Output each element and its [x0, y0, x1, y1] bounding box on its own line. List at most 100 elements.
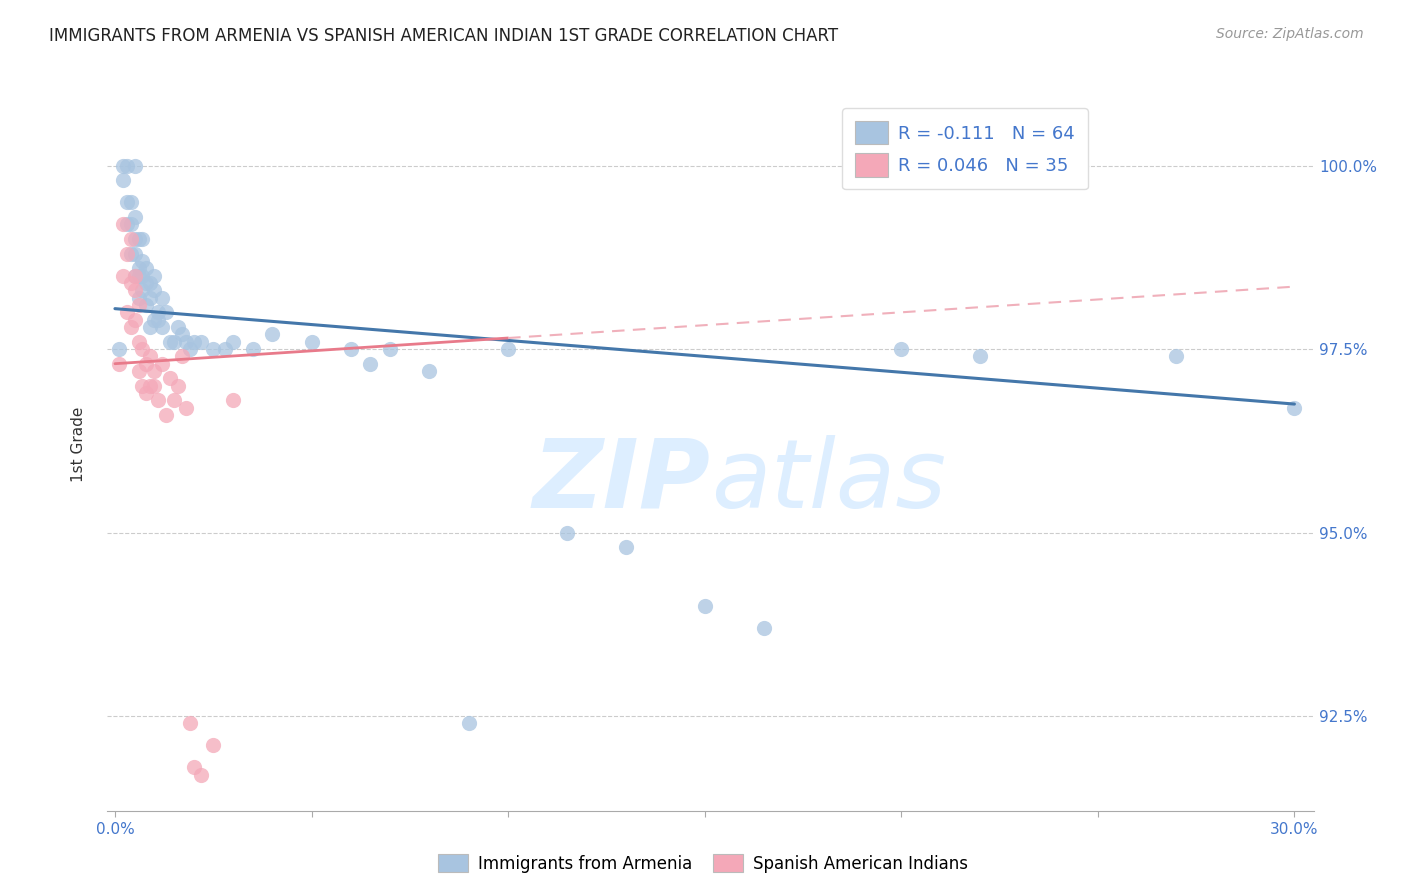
Point: [131, 283, 153, 297]
Point: [131, 342, 153, 356]
Point: [170, 350, 193, 364]
Point: [159, 334, 181, 349]
Point: [115, 217, 138, 231]
Point: [124, 246, 146, 260]
Point: [120, 232, 142, 246]
Point: [111, 159, 134, 173]
Point: [222, 334, 245, 349]
Point: [135, 261, 157, 276]
Point: [131, 268, 153, 283]
Point: [183, 334, 205, 349]
Point: [108, 342, 131, 356]
Point: [143, 364, 166, 378]
Point: [969, 350, 991, 364]
Point: [378, 342, 401, 356]
Point: [128, 334, 150, 349]
Text: atlas: atlas: [710, 434, 946, 528]
Point: [124, 283, 146, 297]
Point: [222, 393, 245, 408]
Point: [163, 334, 186, 349]
Point: [120, 320, 142, 334]
Point: [155, 408, 177, 422]
Point: [496, 342, 519, 356]
Point: [890, 342, 912, 356]
Point: [693, 599, 716, 613]
Point: [120, 246, 142, 260]
Point: [148, 312, 170, 326]
Point: [131, 254, 153, 268]
Point: [131, 378, 153, 392]
Point: [120, 276, 142, 290]
Text: Source: ZipAtlas.com: Source: ZipAtlas.com: [1216, 27, 1364, 41]
Point: [418, 364, 440, 378]
Point: [115, 246, 138, 260]
Point: [139, 378, 162, 392]
Point: [202, 342, 225, 356]
Point: [115, 305, 138, 319]
Point: [143, 312, 166, 326]
Legend: R = -0.111   N = 64, R = 0.046   N = 35: R = -0.111 N = 64, R = 0.046 N = 35: [842, 109, 1088, 189]
Point: [120, 195, 142, 210]
Point: [124, 268, 146, 283]
Point: [457, 716, 479, 731]
Point: [139, 320, 162, 334]
Text: IMMIGRANTS FROM ARMENIA VS SPANISH AMERICAN INDIAN 1ST GRADE CORRELATION CHART: IMMIGRANTS FROM ARMENIA VS SPANISH AMERI…: [49, 27, 838, 45]
Point: [262, 327, 284, 342]
Point: [135, 357, 157, 371]
Point: [135, 276, 157, 290]
Point: [111, 173, 134, 187]
Point: [163, 393, 186, 408]
Point: [131, 232, 153, 246]
Point: [242, 342, 264, 356]
Point: [360, 357, 382, 371]
Point: [135, 386, 157, 401]
Point: [124, 159, 146, 173]
Point: [155, 305, 177, 319]
Point: [202, 739, 225, 753]
Point: [143, 378, 166, 392]
Point: [150, 357, 173, 371]
Point: [143, 268, 166, 283]
Point: [174, 401, 197, 415]
Point: [148, 305, 170, 319]
Point: [1284, 401, 1306, 415]
Point: [166, 320, 188, 334]
Point: [139, 276, 162, 290]
Point: [128, 364, 150, 378]
Text: ZIP: ZIP: [533, 434, 710, 528]
Point: [170, 327, 193, 342]
Point: [120, 217, 142, 231]
Legend: Immigrants from Armenia, Spanish American Indians: Immigrants from Armenia, Spanish America…: [432, 847, 974, 880]
Point: [174, 334, 197, 349]
Point: [128, 291, 150, 305]
Point: [1166, 350, 1188, 364]
Point: [128, 298, 150, 312]
Point: [148, 393, 170, 408]
Point: [555, 525, 578, 540]
Point: [179, 342, 201, 356]
Point: [214, 342, 236, 356]
Point: [190, 768, 212, 782]
Point: [143, 283, 166, 297]
Point: [124, 268, 146, 283]
Point: [128, 268, 150, 283]
Point: [179, 716, 201, 731]
Point: [128, 261, 150, 276]
Point: [108, 357, 131, 371]
Point: [115, 195, 138, 210]
Point: [752, 621, 775, 635]
Point: [139, 350, 162, 364]
Point: [150, 320, 173, 334]
Point: [124, 312, 146, 326]
Point: [115, 159, 138, 173]
Point: [614, 540, 637, 554]
Point: [183, 760, 205, 774]
Point: [159, 371, 181, 385]
Point: [139, 291, 162, 305]
Point: [190, 334, 212, 349]
Point: [150, 291, 173, 305]
Point: [124, 232, 146, 246]
Point: [301, 334, 323, 349]
Point: [166, 378, 188, 392]
Point: [128, 232, 150, 246]
